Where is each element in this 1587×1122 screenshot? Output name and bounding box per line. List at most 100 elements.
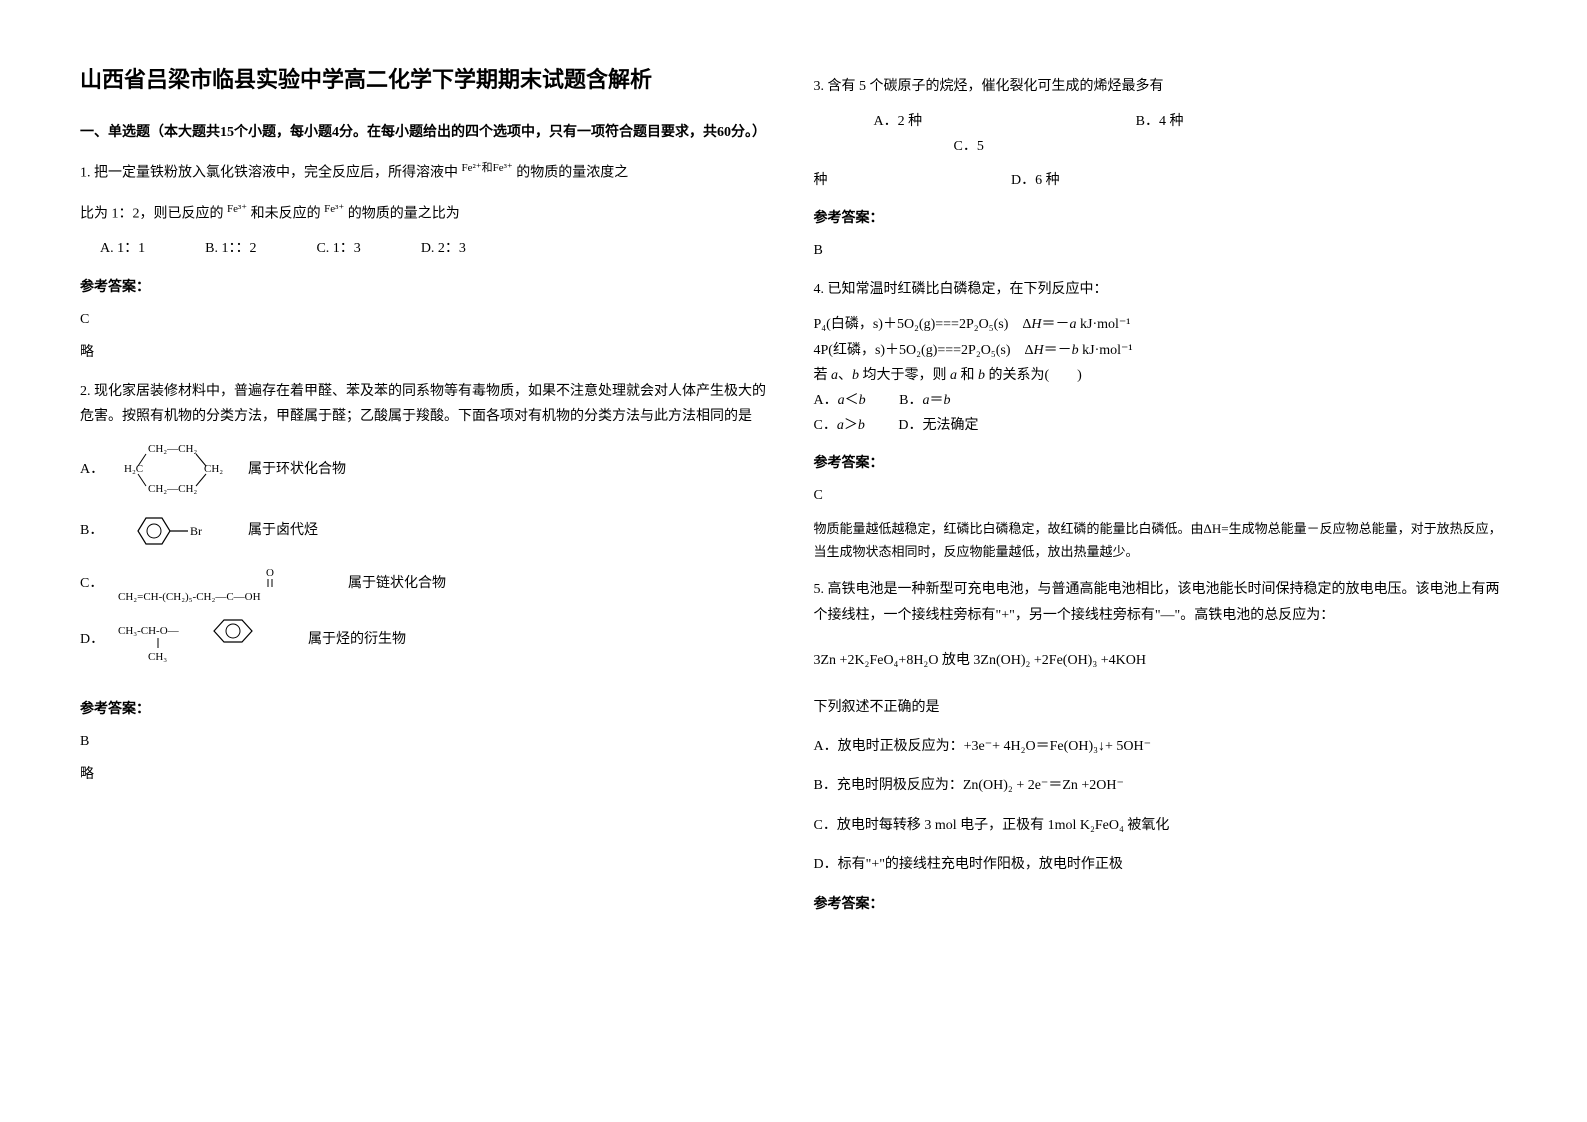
q2-answer-label: 参考答案： (80, 696, 774, 721)
q2-option-d: D． CH₃-CH-O— CH₃ 属于烃的衍生物 (80, 616, 774, 664)
q3-answer: B (814, 238, 1508, 263)
q3-options-row2: 种 D．6 种 (814, 168, 1508, 193)
q3-opt-a: A．2 种 (874, 109, 923, 134)
svg-text:CH₂: CH₂ (204, 463, 223, 475)
q1-stem-a: 1. 把一定量铁粉放入氯化铁溶液中，完全反应后，所得溶液中 (80, 165, 458, 180)
q2-option-b: B． Br 属于卤代烃 (80, 510, 774, 552)
q4-cond-ia: a (831, 368, 838, 383)
q4-opta-b: b (859, 393, 866, 408)
q4-answer: C (814, 483, 1508, 508)
q4-opta-pre: A． (814, 393, 838, 408)
q4-eq1-a2: a (1070, 317, 1077, 332)
q3-opt-d: D．6 种 (1011, 168, 1060, 193)
q1-stem-d: 和未反应的 (251, 206, 321, 221)
q4-eq1-b: ＝－ (1042, 317, 1070, 332)
q4-eq2-b2: b (1072, 343, 1079, 358)
q3-answer-label: 参考答案： (814, 205, 1508, 230)
q4-eq2-a: 4P(红磷，s)＋5O₂(g)===2P₂O₅(s) Δ (814, 343, 1034, 358)
q4-cond-ia2: a (950, 368, 957, 383)
q2-opt-b-desc: 属于卤代烃 (248, 518, 318, 543)
q2-opt-d-desc: 属于烃的衍生物 (308, 627, 406, 652)
q3-opt-c2: 种 (814, 173, 828, 188)
q1-opt-b: B. 1：：2 (205, 236, 256, 261)
q4-optb-pre: B． (899, 393, 922, 408)
q1-fe3b: Fe³⁺ (324, 203, 344, 215)
q5-answer-label: 参考答案： (814, 891, 1508, 916)
q4-explain: 物质能量越低越稳定，红磷比白磷稳定，故红磷的能量比白磷低。由ΔH=生成物总能量－… (814, 517, 1508, 564)
q2-option-c: C． O CH₂=CH-(CH₂)₅-CH₂—C—OH 属于链状化合物 (80, 562, 774, 606)
question-1b: 比为 1：2，则已反应的 Fe³⁺ 和未反应的 Fe³⁺ 的物质的量之比为 (80, 200, 774, 227)
svg-text:CH₂—CH₂: CH₂—CH₂ (148, 483, 197, 495)
q4-cond: 若 a、b 均大于零，则 a 和 b 的关系为( ) (814, 363, 1508, 388)
q4-cond-ib2: b (978, 368, 985, 383)
q1-stem-c: 比为 1：2，则已反应的 (80, 206, 224, 221)
q4-eq1: P₄(白磷，s)＋5O₂(g)===2P₂O₅(s) ΔH＝－a kJ·mol⁻… (814, 312, 1508, 337)
q2-option-a: A． CH₂—CH₂ H₂C CH₂ CH₂—CH₂ 属于环状化合物 (80, 440, 774, 500)
q2-answer: B (80, 729, 774, 754)
q4-opta-rel: ＜ (845, 393, 859, 408)
q5-equation: 3Zn +2K₂FeO₄+8H₂O 放电 3Zn(OH)₂ +2Fe(OH)₃ … (814, 648, 1508, 673)
q2-opt-a-desc: 属于环状化合物 (248, 457, 346, 482)
q4-eq1-a: P₄(白磷，s)＋5O₂(g)===2P₂O₅(s) Δ (814, 317, 1032, 332)
q4-eq1-c: kJ·mol⁻¹ (1077, 317, 1131, 332)
q5-subhead: 下列叙述不正确的是 (814, 695, 1508, 720)
svg-text:CH₃-CH-O—: CH₃-CH-O— (118, 625, 180, 637)
section-header: 一、单选题（本大题共15个小题，每小题4分。在每小题给出的四个选项中，只有一项符… (80, 120, 774, 145)
q1-answer-label: 参考答案： (80, 274, 774, 299)
q5-opt-c: C．放电时每转移 3 mol 电子，正极有 1mol K₂FeO₄ 被氧化 (814, 813, 1508, 838)
svg-text:CH₂—CH₂: CH₂—CH₂ (148, 443, 197, 455)
q4-cond-ib: b (852, 368, 859, 383)
q1-fe23: Fe²⁺和Fe³⁺ (462, 162, 513, 174)
q2-opt-c-label: C． (80, 571, 108, 596)
question-1: 1. 把一定量铁粉放入氯化铁溶液中，完全反应后，所得溶液中 Fe²⁺和Fe³⁺ … (80, 159, 774, 186)
q4-cond-e: 的关系为( ) (985, 368, 1082, 383)
ether-benzene-icon: CH₃-CH-O— CH₃ (118, 616, 288, 664)
q5-opt-a: A．放电时正极反应为：+3e⁻+ 4H₂O＝Fe(OH)₃↓+ 5OH⁻ (814, 734, 1508, 759)
q2-opt-d-label: D． (80, 627, 108, 652)
cyclohexane-icon: CH₂—CH₂ H₂C CH₂ CH₂—CH₂ (118, 440, 228, 500)
q1-fe3a: Fe³⁺ (227, 203, 247, 215)
q4-opts-row1: A．a＜b B．a＝b (814, 388, 1508, 413)
q2-opt-a-label: A． (80, 457, 108, 482)
right-column: 3. 含有 5 个碳原子的烷烃，催化裂化可生成的烯烃最多有 A．2 种 B．4 … (814, 60, 1508, 1062)
bromobenzene-icon: Br (118, 510, 228, 552)
q1-answer: C (80, 307, 774, 332)
svg-text:CH₂=CH-(CH₂)₅-CH₂—C—OH: CH₂=CH-(CH₂)₅-CH₂—C—OH (118, 591, 261, 603)
q4-cond-c: 均大于零，则 (859, 368, 950, 383)
q4-opts-row2: C．a＞b D．无法确定 (814, 413, 1508, 438)
page-title: 山西省吕梁市临县实验中学高二化学下学期期末试题含解析 (80, 60, 774, 100)
q4-cond-a: 若 (814, 368, 832, 383)
question-5: 5. 高铁电池是一种新型可充电电池，与普通高能电池相比，该电池能长时间保持稳定的… (814, 577, 1508, 627)
left-column: 山西省吕梁市临县实验中学高二化学下学期期末试题含解析 一、单选题（本大题共15个… (80, 60, 774, 1062)
q5-opt-d: D．标有"+"的接线柱充电时作阳极，放电时作正极 (814, 852, 1508, 877)
q1-opt-d: D. 2：3 (421, 236, 466, 261)
q4-eq2-c: kJ·mol⁻¹ (1079, 343, 1133, 358)
q1-stem-e: 的物质的量之比为 (348, 206, 460, 221)
q4-opta-a: a (838, 393, 845, 408)
q4-eq2: 4P(红磷，s)＋5O₂(g)===2P₂O₅(s) ΔH＝－b kJ·mol⁻… (814, 338, 1508, 363)
q4-optc-b: b (858, 418, 865, 433)
q4-eq1-H: H (1031, 317, 1041, 332)
q4-optc-rel: ＞ (844, 418, 858, 433)
chain-compound-icon: O CH₂=CH-(CH₂)₅-CH₂—C—OH (118, 562, 328, 606)
q1-opt-a: A. 1：1 (100, 236, 145, 261)
question-4: 4. 已知常温时红磷比白磷稳定，在下列反应中： (814, 277, 1508, 302)
q1-opt-c: C. 1：3 (316, 236, 360, 261)
q4-optd: D．无法确定 (898, 418, 978, 433)
q4-cond-b: 、 (838, 368, 852, 383)
q4-answer-label: 参考答案： (814, 450, 1508, 475)
svg-text:CH₃: CH₃ (148, 651, 167, 663)
question-2: 2. 现化家居装修材料中，普遍存在着甲醛、苯及苯的同系物等有毒物质，如果不注意处… (80, 379, 774, 429)
q4-optb-rel: ＝ (929, 393, 943, 408)
q2-note: 略 (80, 762, 774, 787)
q3-opt-c: C．5 (954, 134, 984, 159)
question-3: 3. 含有 5 个碳原子的烷烃，催化裂化可生成的烯烃最多有 (814, 74, 1508, 99)
q4-eq2-H: H (1034, 343, 1044, 358)
q4-optc-pre: C． (814, 418, 837, 433)
q1-options: A. 1：1 B. 1：：2 C. 1：3 D. 2：3 (80, 236, 774, 261)
svg-text:Br: Br (190, 524, 202, 538)
q1-note: 略 (80, 340, 774, 365)
svg-text:H₂C: H₂C (124, 463, 143, 475)
q2-opt-b-label: B． (80, 518, 108, 543)
q1-stem-b: 的物质的量浓度之 (516, 165, 628, 180)
